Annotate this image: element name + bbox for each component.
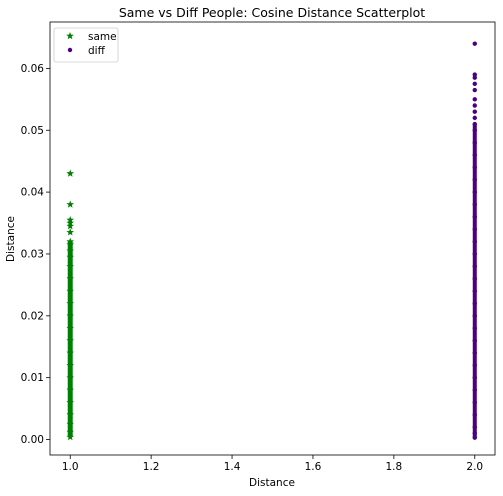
data-point-same [66, 428, 75, 436]
data-point-diff [472, 109, 477, 114]
data-point-same [66, 398, 75, 406]
data-point-same [66, 262, 75, 270]
data-point-same [66, 222, 75, 230]
data-point-same [66, 361, 75, 369]
data-point-diff [472, 338, 477, 343]
data-point-same [66, 237, 75, 245]
series-diff [472, 41, 477, 440]
data-point-diff [472, 301, 477, 306]
data-point-same [66, 228, 75, 236]
y-tick-label: 0.02 [21, 310, 44, 322]
data-point-diff [472, 87, 477, 93]
data-point-same [66, 246, 75, 255]
data-point-same [66, 200, 75, 208]
legend-label-same: same [88, 31, 117, 43]
data-point-diff [472, 75, 477, 80]
data-point-same [66, 311, 75, 320]
data-point-diff [472, 412, 477, 417]
y-tick-label: 0.01 [21, 372, 44, 384]
data-point-diff [472, 121, 477, 127]
data-point-same [66, 373, 75, 381]
data-point-diff [472, 375, 477, 380]
y-tick-label: 0.06 [21, 63, 45, 75]
data-point-diff [472, 81, 477, 87]
data-point-same [66, 169, 75, 177]
x-tick-label: 1.2 [143, 461, 160, 473]
y-tick-label: 0.03 [21, 248, 44, 260]
y-tick-label: 0.00 [21, 434, 44, 446]
x-tick-label: 1.4 [224, 461, 241, 473]
data-point-same [66, 253, 75, 261]
data-point-diff [472, 140, 477, 145]
x-axis-label: Distance [249, 477, 295, 489]
data-point-diff [472, 313, 477, 319]
data-point-diff [472, 239, 477, 244]
data-point-diff [472, 214, 477, 220]
data-point-diff [472, 325, 477, 331]
data-point-diff [472, 128, 477, 133]
plot-area [66, 41, 477, 441]
legend-marker-diff [67, 47, 73, 53]
data-point-diff [472, 387, 477, 393]
data-point-diff [472, 227, 477, 232]
data-point-same [66, 336, 75, 344]
data-point-diff [472, 288, 477, 294]
data-point-diff [472, 72, 477, 77]
data-point-same [66, 219, 75, 227]
data-point-diff [472, 41, 477, 46]
data-point-diff [472, 350, 477, 356]
data-point-diff [472, 276, 477, 281]
data-point-diff [472, 165, 477, 170]
x-tick-label: 1.6 [305, 461, 322, 473]
y-axis: 0.00 0.01 0.02 0.03 0.04 0.05 0.06 [21, 63, 50, 446]
y-axis-label: Distance [5, 216, 17, 262]
data-point-same [66, 410, 75, 419]
data-point-same [66, 299, 75, 307]
data-point-same [66, 274, 75, 282]
series-same [66, 169, 75, 441]
data-point-diff [472, 97, 477, 102]
legend-label-diff: diff [88, 45, 106, 57]
legend-marker-same [66, 32, 74, 40]
data-point-diff [472, 202, 477, 207]
x-tick-label: 1.8 [386, 461, 403, 473]
data-point-diff [472, 264, 477, 269]
data-point-diff [472, 177, 477, 182]
y-tick-label: 0.05 [21, 125, 44, 137]
data-point-same [66, 348, 75, 357]
data-point-diff [472, 431, 477, 436]
x-axis: 1.0 1.2 1.4 1.6 1.8 2.0 [62, 455, 483, 473]
x-tick-label: 1.0 [62, 461, 79, 473]
data-point-same [66, 420, 75, 428]
y-tick-label: 0.04 [21, 187, 45, 199]
axes-frame [49, 21, 496, 456]
data-point-same [66, 215, 75, 224]
data-point-diff [472, 103, 477, 108]
chart-title: Same vs Diff People: Cosine Distance Sca… [119, 5, 425, 20]
data-point-diff [472, 424, 477, 430]
data-point-same [66, 433, 75, 441]
data-point-diff [472, 435, 477, 440]
data-point-diff [472, 189, 477, 195]
data-point-diff [472, 400, 477, 405]
x-tick-label: 2.0 [466, 461, 483, 473]
data-point-same [66, 386, 75, 394]
data-point-diff [472, 152, 477, 158]
data-point-diff [472, 115, 477, 121]
data-point-same [66, 287, 75, 295]
data-point-same [66, 240, 75, 248]
data-point-diff [472, 363, 477, 368]
legend: same diff [53, 27, 119, 63]
data-point-diff [472, 251, 477, 257]
data-point-same [66, 324, 75, 332]
